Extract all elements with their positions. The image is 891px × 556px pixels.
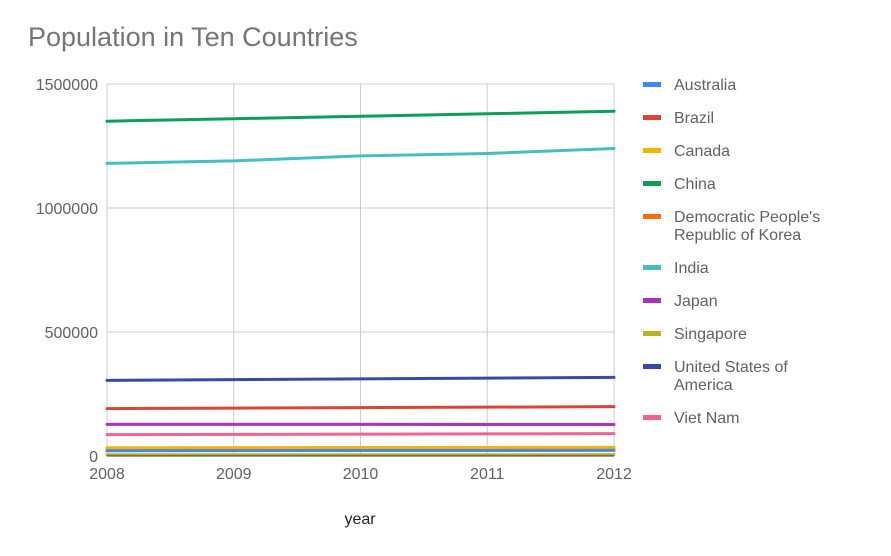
legend-label: Democratic People's bbox=[674, 209, 820, 226]
legend-label: Singapore bbox=[674, 326, 747, 343]
legend-swatch bbox=[643, 148, 661, 153]
legend-swatch bbox=[643, 265, 661, 270]
legend-label: Japan bbox=[674, 293, 718, 310]
x-tick-label: 2011 bbox=[470, 466, 505, 483]
y-tick-label: 1500000 bbox=[36, 77, 98, 94]
legend-swatch bbox=[643, 181, 661, 186]
legend-label: Republic of Korea bbox=[674, 227, 801, 244]
series-line-brazil bbox=[105, 405, 616, 411]
legend-label: Viet Nam bbox=[674, 410, 740, 427]
x-tick-label: 2010 bbox=[343, 466, 379, 483]
legend: Australia Brazil Canada China Democratic Peo… bbox=[643, 77, 820, 427]
legend-swatch bbox=[643, 415, 661, 420]
x-axis-title: year bbox=[344, 511, 376, 528]
x-tick-label: 2009 bbox=[216, 466, 252, 483]
legend-swatch bbox=[643, 115, 661, 120]
legend-item-singapore[interactable]: Singapore bbox=[643, 326, 747, 343]
legend-item-australia[interactable]: Australia bbox=[643, 77, 736, 94]
series-line-viet-nam bbox=[105, 432, 616, 437]
legend-swatch bbox=[643, 364, 661, 369]
legend-item-china[interactable]: China bbox=[643, 176, 716, 193]
x-tick-label: 2008 bbox=[89, 466, 125, 483]
y-tick-label: 500000 bbox=[45, 325, 98, 342]
legend-item-india[interactable]: India bbox=[643, 260, 709, 277]
legend-item-brazil[interactable]: Brazil bbox=[643, 110, 714, 127]
x-tick-label: 2012 bbox=[596, 466, 632, 483]
legend-label: Australia bbox=[674, 77, 736, 94]
legend-swatch bbox=[643, 331, 661, 336]
legend-swatch bbox=[643, 82, 661, 87]
series-lines bbox=[105, 109, 616, 457]
legend-label: Brazil bbox=[674, 110, 714, 127]
series-line-china bbox=[105, 109, 616, 123]
legend-label: Canada bbox=[674, 143, 730, 160]
legend-item-viet-nam[interactable]: Viet Nam bbox=[643, 410, 740, 427]
chart-title: Population in Ten Countries bbox=[28, 22, 358, 52]
legend-label: China bbox=[674, 176, 716, 193]
series-line-india bbox=[105, 146, 616, 165]
legend-swatch bbox=[643, 298, 661, 303]
gridlines bbox=[106, 83, 615, 456]
axes: 0 500000 1000000 1500000 2008 2009 2010 2011 201… bbox=[36, 77, 632, 483]
legend-item-japan[interactable]: Japan bbox=[643, 293, 718, 310]
legend-label: America bbox=[674, 377, 733, 394]
series-line-united-states-of-america bbox=[105, 375, 616, 382]
y-tick-label: 0 bbox=[89, 449, 98, 466]
y-tick-label: 1000000 bbox=[36, 201, 98, 218]
legend-swatch bbox=[643, 214, 661, 219]
legend-label: United States of bbox=[674, 359, 788, 376]
legend-label: India bbox=[674, 260, 709, 277]
legend-item-canada[interactable]: Canada bbox=[643, 143, 730, 160]
